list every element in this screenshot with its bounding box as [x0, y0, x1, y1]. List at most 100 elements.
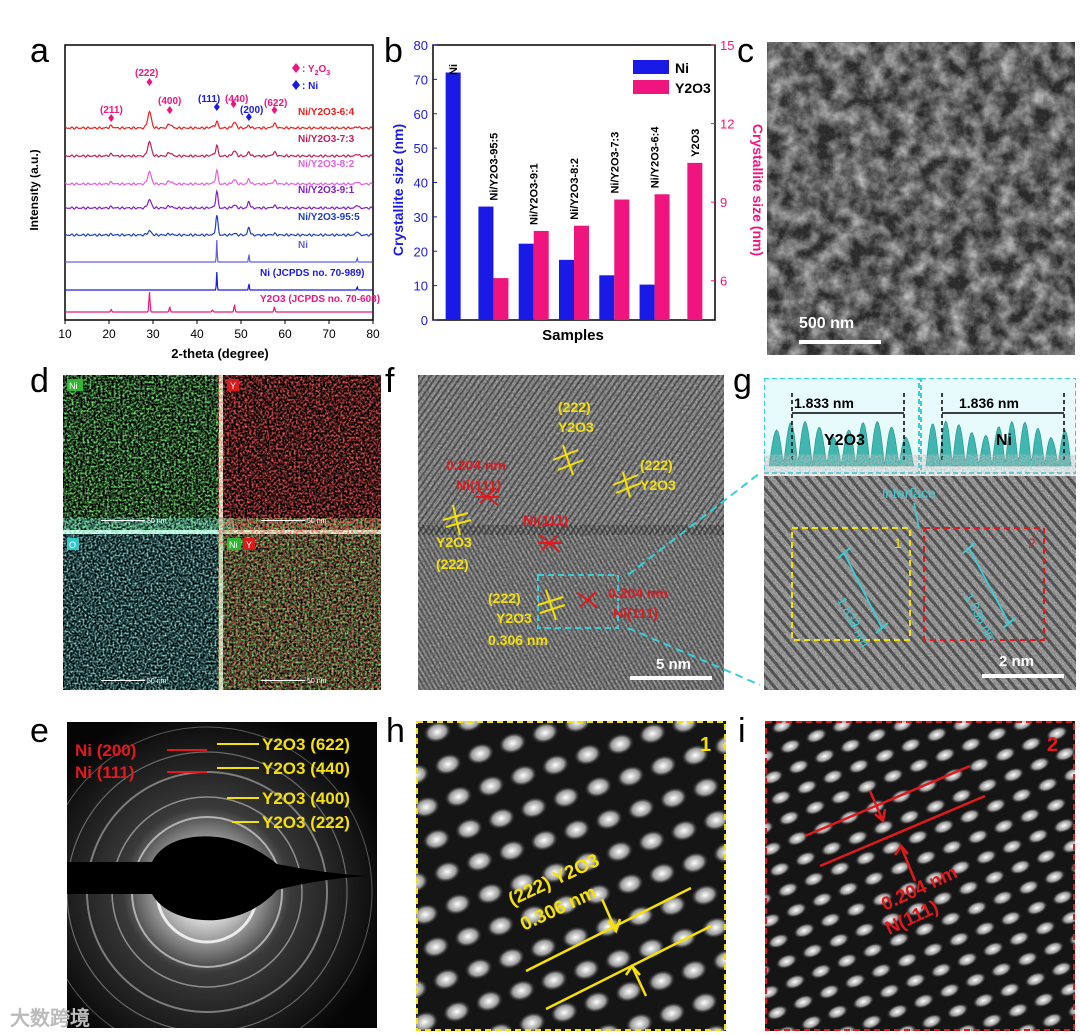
bar-left-tick-label: 60	[414, 107, 428, 122]
xrd-trace-label: Ni/Y2O3-9:1	[298, 185, 355, 196]
xrd-trace	[65, 239, 373, 263]
bar-left-tick-label: 30	[414, 210, 428, 225]
peak-400: (400)	[158, 96, 181, 107]
legend-y2o3-sub: 2	[315, 70, 319, 77]
eds-ni-label: Ni	[69, 381, 78, 391]
intensity-profile	[925, 420, 1072, 467]
panel-label-d: d	[30, 362, 49, 400]
peak-622: (622)	[264, 98, 287, 109]
eds-scale-bars: 50 nm 50 nm 50 nm 50 nm	[101, 518, 327, 685]
bar-category-label: Ni/Y2O3-6:4	[650, 126, 662, 189]
xrd-trace	[65, 140, 373, 158]
xrd-trace-label: Ni/Y2O3-6:4	[298, 107, 355, 118]
xrd-x-tick-label: 60	[278, 327, 292, 341]
legend-y2o3-text: Y2O3	[675, 80, 711, 96]
xrd-x-tick-label: 50	[234, 327, 248, 341]
svg-text:50 nm: 50 nm	[307, 518, 327, 525]
bar-ni	[445, 72, 461, 320]
bar-category-label: Ni/Y2O3-7:3	[609, 132, 621, 194]
f-label-0204-top: 0.204 nm	[446, 457, 506, 473]
xrd-peak-marker	[271, 106, 278, 114]
f-label-ni111-bottom: Ni(111)	[613, 605, 658, 621]
bar-left-tick-label: 50	[414, 141, 428, 156]
xrd-peak-marker	[213, 103, 220, 111]
xrd-peak-marker	[230, 100, 237, 108]
xrd-trace-label: Ni (JCPDS no. 70-989)	[260, 268, 364, 279]
f-label-222-bottom: (222)	[488, 590, 521, 606]
xrd-peak-marker	[166, 106, 173, 114]
panel-label-g: g	[733, 362, 752, 400]
xrd-peak-marker	[108, 114, 115, 122]
eds-overlay-y-label: Y	[246, 540, 252, 550]
xrd-x-tick-label: 20	[102, 327, 116, 341]
panel-e-saed-pattern: Ni (200) Ni (111) Y2O3 (622) Y2O3 (440) …	[67, 722, 377, 1028]
panel-label-a: a	[30, 32, 49, 70]
bar-category-label: Ni/Y2O3-95:5	[488, 133, 500, 201]
intensity-profile	[768, 420, 915, 467]
f-label-0306: 0.306 nm	[488, 632, 548, 648]
zoom-connector-lines	[627, 472, 761, 686]
eds-tile-overlay: Ni Y	[223, 534, 381, 690]
panel-c-sem-image: 500 nm	[767, 42, 1075, 355]
profile2-value: 1.836 nm	[959, 395, 1019, 411]
panel-h-filtered-lattice: 1 (222) Y2O3 0.306 nm	[416, 721, 726, 1031]
xrd-trace	[65, 110, 373, 130]
f-label-y2o3-bottom: Y2O3	[496, 610, 532, 626]
bar-y2o3	[493, 278, 509, 320]
eds-tile-y: Y	[223, 375, 381, 530]
xrd-trace	[65, 291, 373, 313]
bar-category-label: Ni/Y2O3-8:2	[569, 158, 581, 220]
svg-text:50 nm: 50 nm	[147, 518, 167, 525]
legend-ni-swatch	[633, 60, 669, 74]
panel-label-c: c	[737, 32, 754, 70]
bar-ni	[559, 259, 574, 320]
bar-ni	[639, 284, 655, 320]
xrd-trace-label: Ni/Y2O3-7:3	[298, 134, 355, 145]
bar-left-tick-label: 70	[414, 72, 428, 87]
bar-right-tick-label: 12	[720, 117, 734, 132]
bar-category-label: Ni/Y2O3-9:1	[529, 163, 541, 225]
xrd-x-tick-label: 80	[366, 327, 380, 341]
peak-111: (111)	[198, 94, 220, 105]
profile1-label: Y2O3	[824, 432, 865, 449]
panel-label-h: h	[386, 712, 405, 750]
f-label-222-top: (222)	[558, 399, 591, 415]
xrd-trace	[65, 168, 373, 186]
region-1-box	[791, 527, 911, 641]
svg-text:50 nm: 50 nm	[307, 678, 327, 685]
eds-o-label: O	[69, 540, 76, 550]
bar-y2o3	[654, 194, 670, 320]
watermark: 大数跨境	[10, 1008, 90, 1030]
region-2-number: 2	[1028, 535, 1036, 551]
xrd-trace	[65, 188, 373, 210]
xrd-peak-marker	[146, 78, 153, 86]
bar-left-tick-label: 0	[421, 313, 428, 328]
bar-left-tick-label: 20	[414, 244, 428, 259]
f-label-y2o3-right: Y2O3	[640, 477, 676, 493]
xrd-trace-label: Ni/Y2O3-8:2	[298, 159, 355, 170]
bar-right-axis-label: Crystallite size (nm)	[750, 124, 765, 256]
xrd-trace-label: Y2O3 (JCPDS no. 70-603)	[260, 294, 380, 305]
peak-222: (222)	[135, 68, 158, 79]
bar-y2o3	[533, 230, 549, 320]
hrtem-scale-bar	[630, 676, 712, 680]
xrd-y-axis-label: Intensity (a.u.)	[30, 149, 41, 230]
xrd-x-tick-label: 40	[190, 327, 204, 341]
bar-ni	[599, 275, 615, 320]
region-2-box	[923, 527, 1045, 641]
panel-label-f: f	[385, 362, 395, 400]
peak-211: (211)	[100, 105, 123, 116]
panel-d-eds-maps: Ni Y O Ni Y 50 nm 50 nm 50 nm 50 nm	[63, 375, 381, 690]
eds-overlay-ni-label: Ni	[229, 540, 238, 550]
eds-y-label: Y	[230, 381, 236, 391]
xrd-x-tick-label: 10	[58, 327, 72, 341]
bar-right-tick-label: 15	[720, 40, 734, 53]
bar-ni	[478, 206, 494, 320]
h-region-number: 1	[700, 734, 711, 756]
f-label-ni111-mid: Ni(111)	[523, 512, 568, 528]
g-scale-label: 2 nm	[999, 653, 1034, 670]
bar-ni	[518, 243, 534, 320]
legend-ni: : Ni	[302, 81, 318, 92]
eds-tile-ni: Ni	[63, 375, 219, 530]
ni-diamond-icon	[292, 80, 300, 90]
